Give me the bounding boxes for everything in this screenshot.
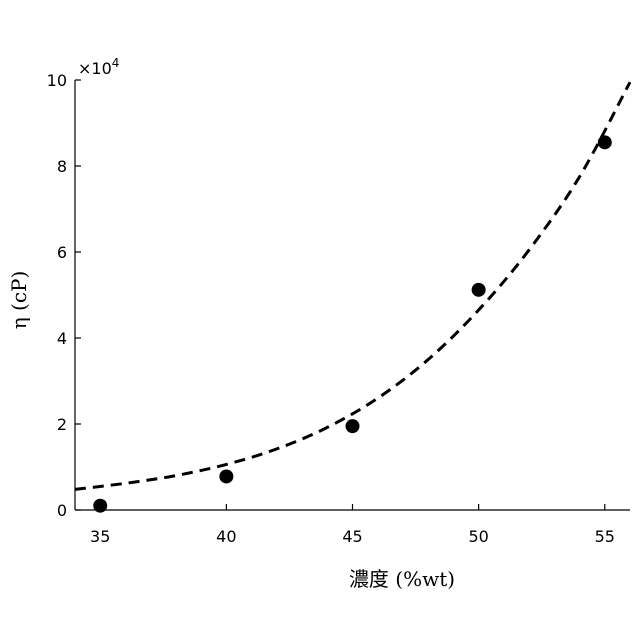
y-tick-label: 10 [47,71,67,90]
data-point [345,419,360,434]
y-axis-label: η (cP) [7,271,31,330]
data-point [93,498,108,513]
y-tick-label: 8 [57,157,67,176]
x-tick-label: 50 [468,527,488,546]
data-point [597,135,612,150]
y-axis-ticks: 0 2 4 6 8 10 [47,71,81,520]
data-point [219,469,234,484]
y-multiplier-label: ×104 [78,56,119,78]
y-tick-label: 0 [57,501,67,520]
y-tick-label: 6 [57,243,67,262]
y-tick-label: 2 [57,415,67,434]
y-multiplier-base: ×10 [78,59,112,78]
plot-area: 35 40 45 50 55 0 2 4 6 8 10 [47,71,632,546]
data-point [471,282,486,297]
x-axis-ticks: 35 40 45 50 55 [90,504,615,546]
x-axis-label: 濃度 (%wt) [349,567,455,591]
fit-curve-line [74,81,632,491]
x-tick-label: 55 [595,527,615,546]
y-tick-label: 4 [57,329,67,348]
x-tick-label: 40 [216,527,236,546]
data-points [93,135,612,513]
x-tick-label: 45 [342,527,362,546]
x-tick-label: 35 [90,527,110,546]
y-multiplier-exponent: 4 [112,56,120,70]
